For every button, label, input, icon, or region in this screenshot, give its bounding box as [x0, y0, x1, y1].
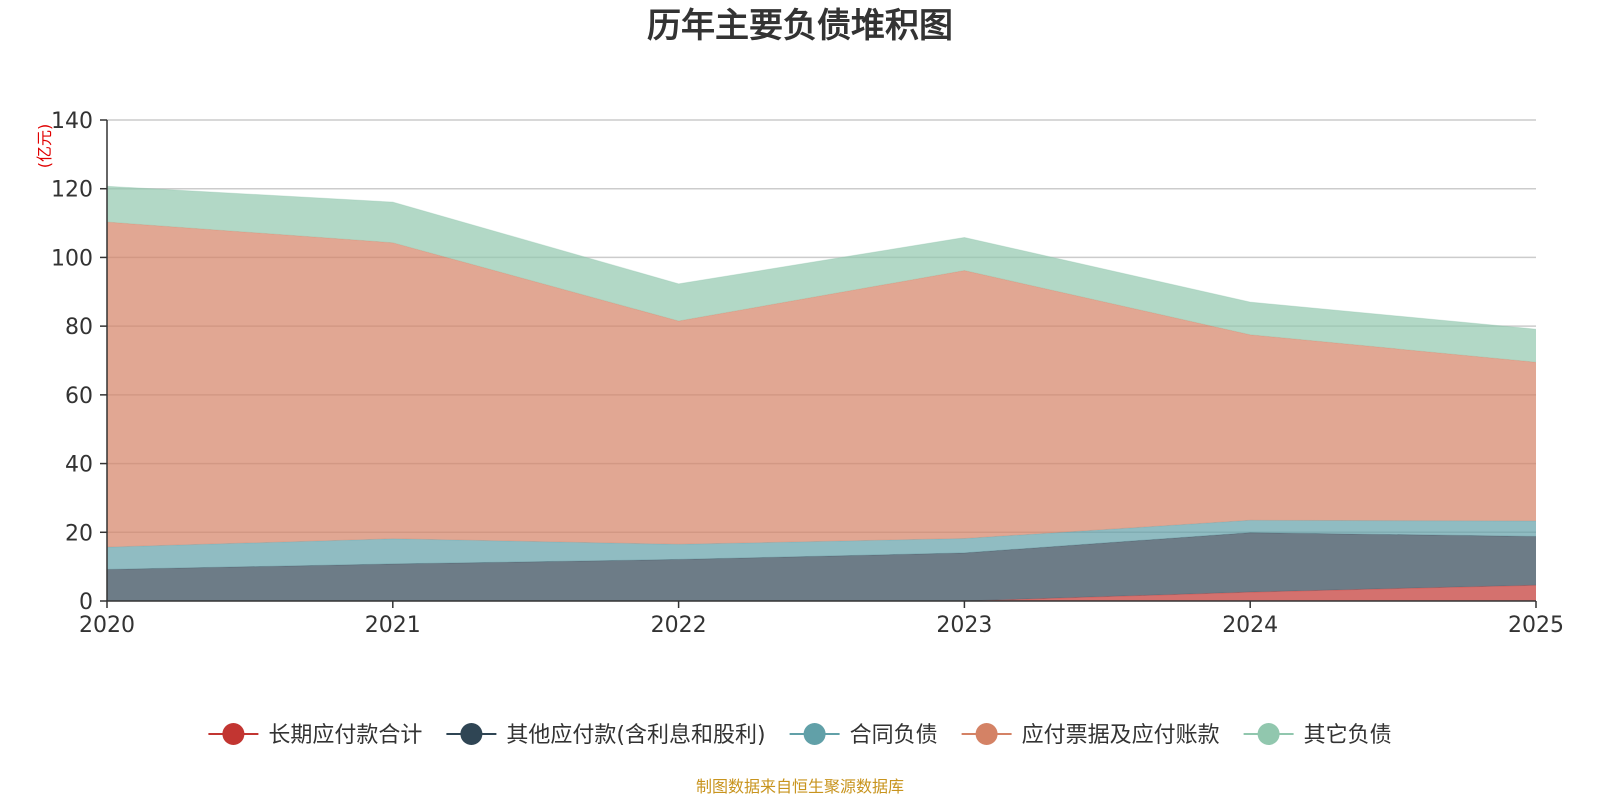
legend-item-2[interactable]: 合同负债: [789, 723, 938, 748]
y-tick-label: 0: [79, 590, 93, 615]
x-tick-label: 2024: [1222, 613, 1278, 638]
x-tick-label: 2023: [936, 613, 992, 638]
axes: 0 20 40 60 80 100 120 140 2020 2021 2022 2023 2024 20…: [51, 109, 1564, 638]
legend-item-1[interactable]: 其他应付款(含利息和股利): [446, 723, 766, 748]
legend-marker: [460, 723, 483, 745]
legend-item-4[interactable]: 其它负债: [1243, 723, 1392, 748]
y-axis-unit: (亿元): [35, 124, 54, 169]
series-area-2: [107, 520, 1536, 570]
chart-title: 历年主要负债堆积图: [647, 6, 953, 46]
y-tick-label: 100: [51, 246, 93, 271]
legend-marker: [1257, 723, 1280, 745]
legend-label: 长期应付款合计: [268, 723, 422, 748]
series-line-2: [106, 519, 1537, 548]
legend-marker: [222, 723, 245, 745]
y-tick-label: 60: [65, 384, 93, 409]
legend-marker: [975, 723, 998, 745]
legend-label: 其他应付款(含利息和股利): [506, 723, 765, 748]
legend-label: 应付票据及应付账款: [1022, 723, 1220, 748]
series-areas: [106, 185, 1537, 602]
series-area-4: [107, 186, 1536, 363]
legend-label: 合同负债: [850, 723, 938, 748]
legend[interactable]: 长期应付款合计 其他应付款(含利息和股利) 合同负债 应付票据及应付账款 其它负债: [208, 723, 1392, 748]
y-tick-label: 120: [51, 178, 93, 203]
series-area-3: [107, 222, 1536, 548]
series-area-1: [107, 532, 1536, 601]
data-source-note: 制图数据来自恒生聚源数据库: [696, 777, 904, 796]
x-tick-label: 2022: [651, 613, 707, 638]
x-tick-label: 2020: [79, 613, 135, 638]
legend-item-0[interactable]: 长期应付款合计: [208, 723, 422, 748]
legend-marker: [803, 723, 826, 745]
x-tick-label: 2021: [365, 613, 421, 638]
legend-item-3[interactable]: 应付票据及应付账款: [961, 723, 1220, 748]
y-tick-label: 40: [65, 453, 93, 478]
y-tick-label: 80: [65, 315, 93, 340]
series-line-4: [106, 185, 1537, 330]
y-tick-label: 140: [51, 109, 93, 134]
x-tick-label: 2025: [1508, 613, 1564, 638]
y-tick-label: 20: [65, 521, 93, 546]
series-area-0: [107, 585, 1536, 601]
legend-label: 其它负债: [1304, 723, 1392, 748]
